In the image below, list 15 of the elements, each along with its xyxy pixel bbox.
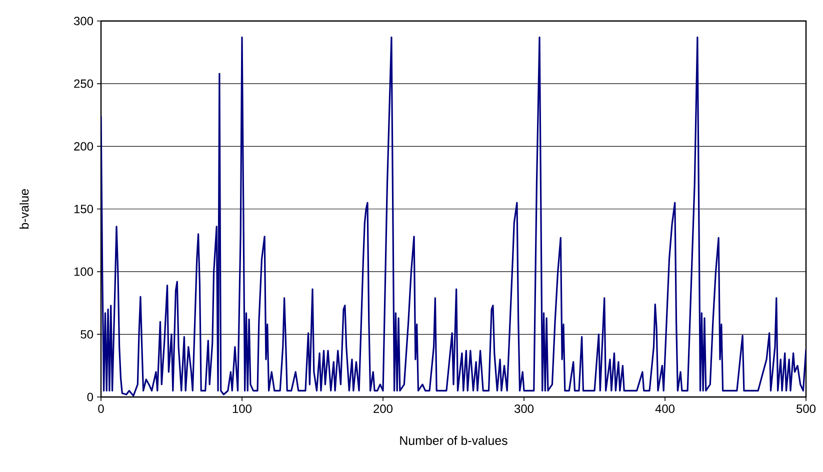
y-tick-label: 250 [74,79,94,88]
x-tick-label: 500 [796,404,816,413]
y-axis-title: b-value [20,189,29,229]
y-tick-label: 100 [74,267,94,276]
x-tick-label: 0 [98,404,104,413]
y-tick-label: 200 [74,142,94,151]
y-tick-label: 150 [74,204,94,214]
x-tick-label: 300 [514,404,534,413]
x-tick-label: 100 [232,404,252,413]
x-tick-label: 200 [374,404,393,413]
y-tick-label: 300 [74,16,94,26]
x-tick-label: 400 [655,404,675,413]
x-axis-title: Number of b-values [400,436,508,445]
y-tick-label: 50 [80,330,94,339]
y-tick-label: 0 [87,392,94,402]
